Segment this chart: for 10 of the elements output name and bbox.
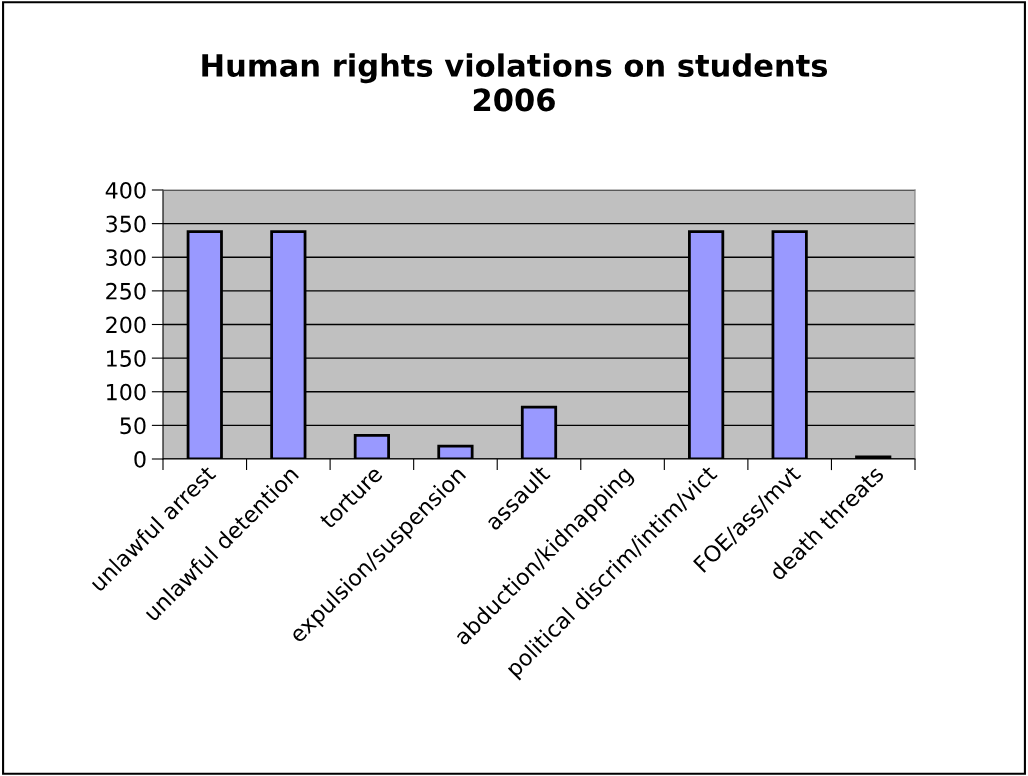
- y-tick-label: 100: [107, 383, 146, 401]
- chart-title: Human rights violations on students 2006: [202, 53, 828, 112]
- y-tick-label: 350: [106, 215, 146, 233]
- y-tick-label: 300: [106, 249, 146, 267]
- y-tick-label: 50: [120, 417, 146, 435]
- y-tick-label: 400: [105, 181, 146, 199]
- y-tick-label: 0: [134, 450, 146, 468]
- y-tick-label: 250: [106, 282, 146, 300]
- y-tick-label: 150: [107, 350, 146, 367]
- y-tick-label: 200: [106, 316, 146, 334]
